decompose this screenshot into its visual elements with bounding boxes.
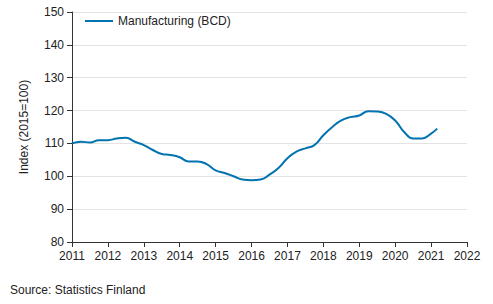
svg-text:80: 80 — [51, 235, 65, 249]
svg-text:100: 100 — [44, 169, 64, 183]
svg-text:2016: 2016 — [238, 249, 265, 263]
svg-text:2014: 2014 — [166, 249, 193, 263]
svg-text:2011: 2011 — [59, 249, 85, 263]
svg-text:150: 150 — [44, 5, 64, 19]
svg-text:140: 140 — [44, 38, 64, 52]
svg-text:Index (2015=100): Index (2015=100) — [17, 80, 31, 174]
svg-text:130: 130 — [44, 71, 64, 85]
svg-text:2020: 2020 — [382, 249, 409, 263]
svg-text:2013: 2013 — [130, 249, 157, 263]
svg-text:2022: 2022 — [454, 249, 481, 263]
svg-text:90: 90 — [51, 202, 65, 216]
svg-text:Manufacturing (BCD): Manufacturing (BCD) — [118, 14, 231, 28]
svg-text:2012: 2012 — [95, 249, 122, 263]
svg-text:2019: 2019 — [346, 249, 373, 263]
svg-text:2015: 2015 — [202, 249, 229, 263]
svg-text:2017: 2017 — [274, 249, 301, 263]
svg-text:120: 120 — [44, 104, 64, 118]
svg-text:2018: 2018 — [310, 249, 337, 263]
svg-text:110: 110 — [45, 136, 64, 150]
svg-text:2021: 2021 — [418, 249, 445, 263]
svg-text:Source: Statistics Finland: Source: Statistics Finland — [10, 283, 145, 297]
